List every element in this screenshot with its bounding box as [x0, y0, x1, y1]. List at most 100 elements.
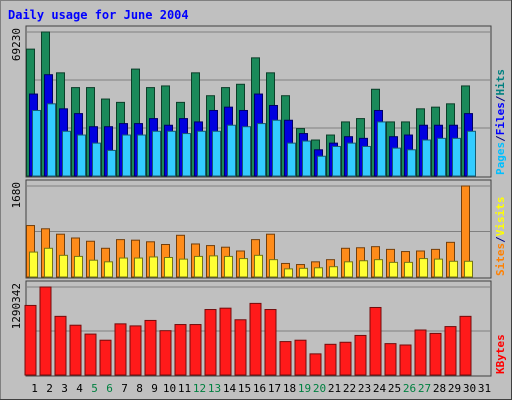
kbytes-panel: 1290342 KBytes [10, 280, 507, 377]
pages-bar [77, 134, 86, 177]
kbytes-bar [264, 309, 277, 376]
x-tick-label: 8 [136, 382, 143, 395]
kbytes-bar [324, 343, 337, 376]
visits-bar [389, 261, 398, 278]
x-tick-label: 20 [313, 382, 326, 395]
pages-bar [92, 142, 101, 177]
visits-sites-max-label: 1680 [10, 182, 23, 209]
legend-entry: Hits [494, 69, 507, 96]
pages-bar [422, 139, 431, 177]
pages-bar [332, 145, 341, 177]
x-tick-label: 18 [283, 382, 296, 395]
visits-bar [314, 267, 323, 278]
x-tick-label: 29 [448, 382, 461, 395]
x-tick-label: 31 [478, 382, 491, 395]
visits-bar [164, 257, 173, 278]
visits-bar [194, 255, 203, 278]
x-tick-label: 17 [268, 382, 281, 395]
kbytes-bar [369, 306, 382, 376]
x-tick-label: 13 [208, 382, 221, 395]
kbytes-legend: KBytes [494, 334, 507, 374]
pages-bar [362, 145, 371, 177]
svg-text:KBytes: KBytes [494, 334, 507, 374]
visits-bar [269, 259, 278, 278]
pages-bar [62, 130, 71, 177]
legend-entry: Files [494, 102, 507, 135]
pages-bar [302, 140, 311, 177]
visits-bar [134, 257, 143, 278]
visits-bar [239, 258, 248, 278]
x-tick-label: 24 [373, 382, 387, 395]
visits-bar [434, 258, 443, 278]
chart-title: Daily usage for June 2004 [8, 8, 189, 22]
x-tick-label: 26 [403, 382, 416, 395]
x-tick-label: 11 [178, 382, 191, 395]
hits-files-pages-legend: Pages/Files/Hits [494, 69, 507, 175]
x-tick-label: 21 [328, 382, 341, 395]
kbytes-bar [39, 286, 52, 376]
visits-bar [209, 255, 218, 278]
x-tick-label: 30 [463, 382, 476, 395]
visits-bar [464, 260, 473, 278]
kbytes-bar [54, 315, 67, 376]
visits-bar [179, 258, 188, 278]
pages-bar [227, 124, 236, 177]
visits-bar [449, 260, 458, 278]
pages-bar [197, 130, 206, 177]
legend-entry: Sites [494, 243, 507, 276]
pages-bar [212, 130, 221, 177]
visits-bar [374, 259, 383, 278]
visits-bar [74, 255, 83, 278]
pages-bar [392, 147, 401, 177]
visits-bar [284, 268, 293, 278]
pages-bar [437, 137, 446, 177]
kbytes-bar [459, 315, 472, 376]
kbytes-bar [189, 324, 202, 376]
kbytes-bar [24, 304, 37, 376]
kbytes-bar [99, 339, 112, 376]
visits-bar [254, 254, 263, 278]
x-tick-label: 28 [433, 382, 446, 395]
visits-bar [419, 258, 428, 278]
pages-bar [122, 134, 131, 177]
pages-bar [152, 130, 161, 177]
pages-bar [452, 137, 461, 177]
kbytes-bar [129, 325, 142, 376]
x-tick-label: 5 [91, 382, 98, 395]
kbytes-bar [309, 353, 322, 376]
visits-bar [104, 261, 113, 278]
kbytes-bar [399, 344, 412, 376]
x-tick-label: 1 [31, 382, 38, 395]
visits-bar [29, 251, 38, 278]
x-axis-labels: 1 2 3 4 5 6 7 8 9 10 11 12 13 14 15 16 17 18 19 20 21 22 23 24 2… [31, 382, 491, 395]
pages-bar [257, 123, 266, 177]
kbytes-bar [414, 329, 427, 376]
visits-bar [404, 261, 413, 278]
x-tick-label: 10 [163, 382, 176, 395]
kbytes-bar [159, 330, 172, 376]
pages-bar [182, 133, 191, 177]
x-tick-label: 7 [121, 382, 128, 395]
kbytes-bar [219, 307, 232, 376]
x-tick-label: 19 [298, 382, 311, 395]
kbytes-bar [114, 323, 127, 376]
kbytes-bar [384, 343, 397, 376]
visits-bar [299, 267, 308, 278]
visits-sites-panel: 1680 Sites/Visits [10, 179, 507, 279]
visits-bar [149, 256, 158, 278]
visits-bar [359, 260, 368, 278]
legend-entry: Pages [494, 142, 507, 175]
kbytes-bar [294, 339, 307, 376]
x-tick-label: 22 [343, 382, 356, 395]
pages-bar [242, 126, 251, 177]
pages-bar [32, 109, 41, 177]
pages-bar [467, 130, 476, 177]
kbytes-bar [69, 324, 82, 376]
pages-bar [137, 134, 146, 177]
visits-bar [224, 255, 233, 278]
pages-bar [377, 121, 386, 177]
kbytes-bar [339, 341, 352, 376]
pages-bar [347, 142, 356, 177]
legend-entry: / [494, 95, 507, 102]
